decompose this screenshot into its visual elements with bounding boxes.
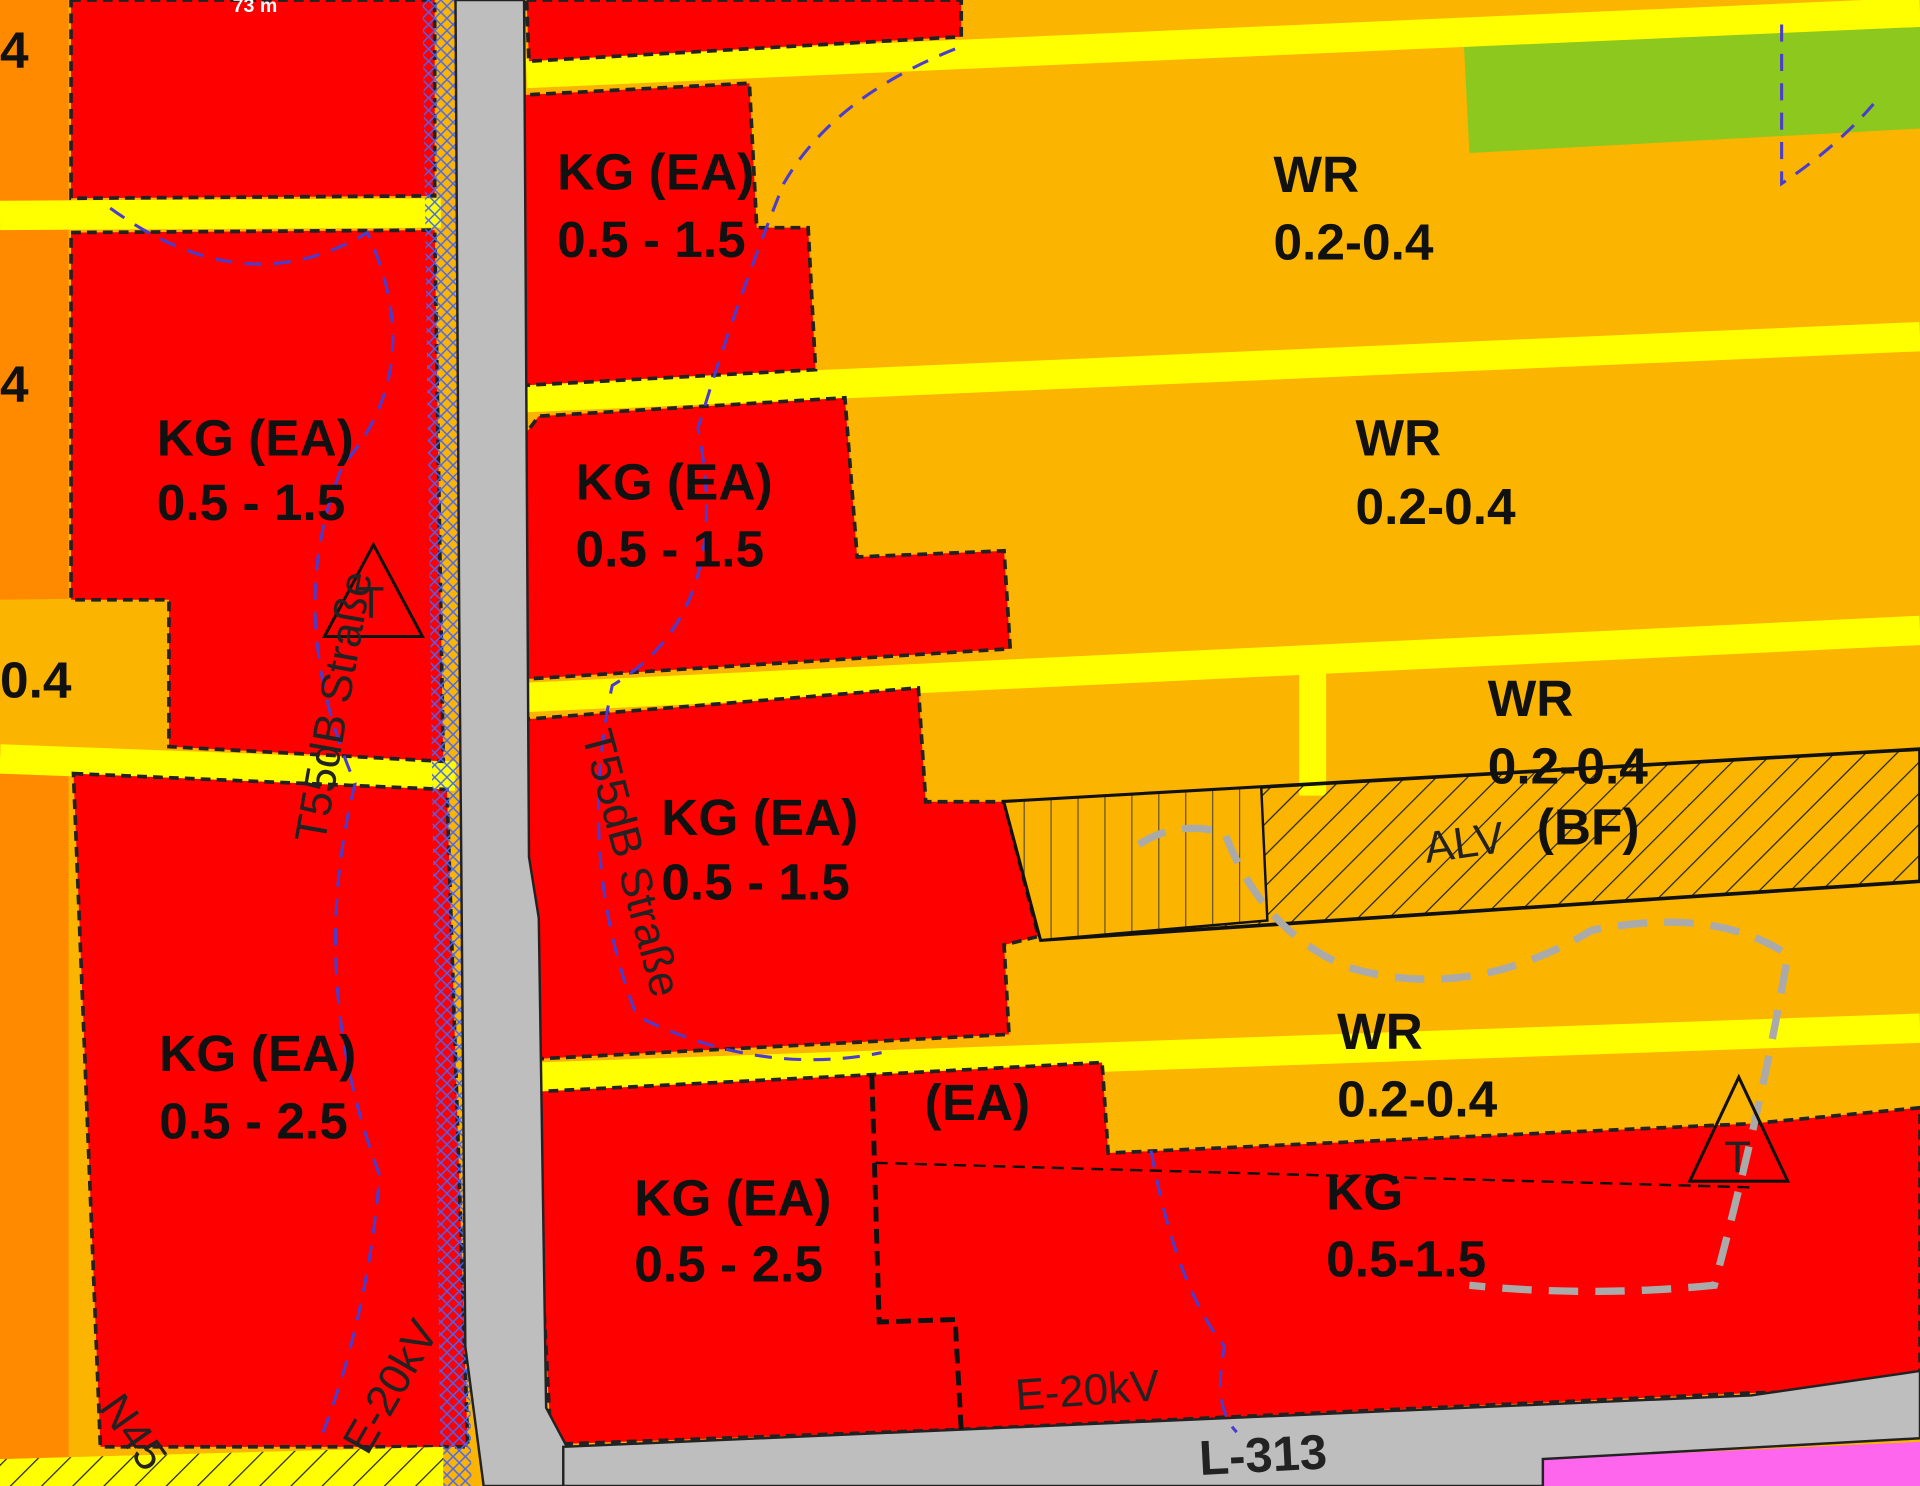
zone-code: KG <box>1326 1162 1403 1220</box>
zone-density: 0.5 - 1.5 <box>661 853 850 911</box>
zone-density: 0.2-0.4 <box>1273 213 1433 271</box>
zone <box>69 0 437 201</box>
scale-label: 73 m <box>233 0 278 17</box>
road <box>519 615 1920 713</box>
zone-code: WR <box>1356 408 1442 466</box>
zone <box>518 395 1013 682</box>
zone-note: (BF) <box>1537 798 1640 856</box>
zone <box>518 685 1041 1061</box>
contours <box>109 24 1875 1445</box>
zone-code: KG (EA) <box>159 1024 356 1082</box>
road <box>535 1013 1920 1092</box>
zone-density: 0.5 - 1.5 <box>157 473 346 531</box>
zone-density: 0.5 - 2.5 <box>159 1091 348 1149</box>
contour <box>109 206 395 1445</box>
contour <box>1780 24 1875 187</box>
zone <box>71 771 470 1449</box>
zone-density: 0.2-0.4 <box>1488 736 1648 794</box>
edge-label: 4 <box>0 20 29 78</box>
residential-area <box>0 597 169 750</box>
zone-code: (EA) <box>924 1073 1030 1131</box>
contour <box>596 47 956 1062</box>
border <box>869 1074 964 1430</box>
zone-labels: 73 m 4 4 0.4 KG (EA) 0.5 - 1.5 KG (EA) 0… <box>0 0 1648 1293</box>
special-area <box>1542 1441 1920 1486</box>
road <box>0 198 441 231</box>
alv-label: ALV <box>1421 813 1508 873</box>
road <box>519 321 1920 413</box>
zone-code: KG (EA) <box>634 1168 831 1226</box>
zone-code: KG (EA) <box>157 408 354 466</box>
zone-density: 0.5 - 1.5 <box>576 520 765 578</box>
zone-code: WR <box>1273 145 1359 203</box>
core-zones <box>69 0 1920 1449</box>
symbol-label: T <box>1724 1134 1751 1183</box>
symbol-label: T <box>358 579 385 628</box>
edge-label: 0.4 <box>0 651 72 709</box>
zone-density: 0.2-0.4 <box>1337 1069 1497 1127</box>
symbol-triangle <box>321 541 425 639</box>
power-label: E-20kV <box>1014 1361 1162 1420</box>
yellow-roads <box>0 0 1920 1092</box>
symbol-triangle <box>1687 1073 1791 1183</box>
alv-area-left <box>1002 785 1269 942</box>
green-area <box>1463 9 1920 154</box>
zone-code: WR <box>1488 669 1574 727</box>
zone-density: 0.2-0.4 <box>1356 477 1516 535</box>
zone-code: KG (EA) <box>576 452 773 510</box>
boundary <box>1136 824 1792 1296</box>
hatched-road <box>0 1446 444 1486</box>
road <box>525 0 1920 89</box>
zone-code: KG (EA) <box>661 788 858 846</box>
road <box>0 744 457 791</box>
zone-code: WR <box>1337 1002 1423 1060</box>
zone-code: KG (EA) <box>557 143 754 201</box>
road-label: L-313 <box>1198 1425 1329 1486</box>
edge-label: 4 <box>0 354 29 412</box>
zone <box>524 0 964 64</box>
zone-density: 0.5 - 1.5 <box>557 210 746 268</box>
border <box>875 1161 1752 1189</box>
l313-road <box>562 1369 1920 1486</box>
zone-density: 0.5 - 2.5 <box>634 1235 823 1293</box>
gray-roads <box>454 0 1920 1486</box>
zone <box>69 228 446 764</box>
contour <box>1149 1150 1238 1434</box>
zone-density: 0.5-1.5 <box>1326 1230 1486 1288</box>
